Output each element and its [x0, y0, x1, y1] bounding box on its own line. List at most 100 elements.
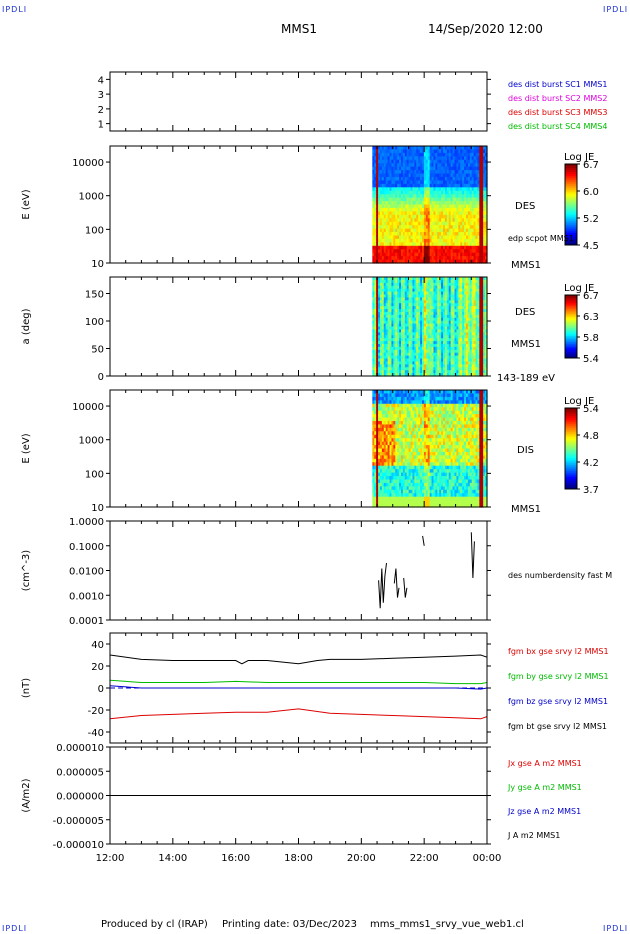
- panel-3-heat-cell: [372, 300, 375, 304]
- panel-2-heat-cell: [404, 187, 408, 192]
- panel-3-heat-cell: [465, 355, 469, 360]
- panel-3-heat-cell: [464, 335, 467, 339]
- panel-3-heat-cell: [429, 297, 433, 301]
- panel-4-heat-cell: [391, 476, 394, 481]
- panel-4-heat-cell: [381, 479, 385, 484]
- panel-2-heat-cell: [389, 197, 393, 202]
- panel-2-heat-cell: [425, 204, 429, 209]
- panel-3-heat-cell: [389, 329, 393, 333]
- panel-3-heat-cell: [399, 346, 402, 351]
- panel-3-heat-cell: [410, 343, 414, 348]
- panel-3-heat-cell: [400, 306, 404, 310]
- panel-2-heat-cell: [444, 214, 448, 219]
- panel-2-heat-cell: [458, 259, 461, 264]
- panel-3-heat-cell: [414, 300, 417, 304]
- panel-3-heat-cell: [385, 291, 389, 296]
- panel-2-heat-cell: [458, 146, 461, 151]
- panel-2-heat-cell: [437, 194, 440, 199]
- panel-3-heat-cell: [460, 346, 463, 351]
- panel-2-heat-cell: [391, 176, 394, 182]
- panel-2-heat-cell: [410, 228, 414, 233]
- panel-3-heat-cell: [483, 317, 486, 322]
- panel-3-heat-cell: [483, 309, 486, 313]
- panel-4-heat-cell: [374, 458, 377, 463]
- panel-2-heat-cell: [452, 218, 456, 223]
- panel-2-heat-cell: [387, 225, 391, 230]
- panel-4-heat-cell: [400, 410, 404, 415]
- panel-2-heat-cell: [418, 146, 421, 151]
- panel-3-heat-cell: [372, 352, 375, 357]
- panel-2-heat-cell: [427, 156, 431, 161]
- panel-2-heat-cell: [443, 221, 446, 226]
- panel-2-heat-cell: [443, 232, 446, 237]
- panel-2-heat-cell: [479, 156, 482, 161]
- panel-3-heat-cell: [454, 320, 458, 325]
- panel-2-heat-cell: [423, 156, 427, 161]
- panel-3-heat-cell: [452, 361, 456, 365]
- panel-4-heat-cell: [402, 427, 406, 432]
- panel-3-heat-cell: [389, 288, 393, 293]
- panel-4-heat-cell: [372, 465, 375, 470]
- panel-2-heat-cell: [452, 256, 456, 261]
- panel-3-heat-cell: [446, 314, 450, 319]
- panel-4-heat-cell: [393, 427, 396, 432]
- panel-2-heat-cell: [423, 225, 427, 230]
- panel-3-heat-cell: [381, 355, 385, 360]
- panel-3-heat-cell: [399, 373, 402, 377]
- panel-2-heat-cell: [418, 194, 421, 199]
- panel-3-heat-cell: [425, 294, 429, 298]
- panel-3-heat-cell: [467, 294, 471, 298]
- panel-2-heat-cell: [477, 190, 480, 195]
- panel-4-heat-cell: [381, 424, 385, 429]
- panel-3-heat-cell: [408, 288, 412, 293]
- panel-4-heat-cell: [395, 496, 398, 501]
- panel-3-heat-cell: [376, 314, 379, 319]
- panel-3-heat-cell: [374, 297, 377, 301]
- panel-3-heat-cell: [477, 338, 480, 342]
- panel-3-heat-cell: [431, 314, 435, 319]
- panel-2-heat-cell: [443, 197, 446, 202]
- panel-4-heat-cell: [374, 455, 377, 460]
- panel-3-heat-cell: [460, 373, 463, 377]
- panel-2-heat-cell: [429, 176, 433, 182]
- panel-3-heat-cell: [381, 297, 385, 301]
- panel-3-heat-cell: [454, 291, 458, 296]
- panel-2-heat-cell: [422, 211, 425, 216]
- panel-2-colorbar-step: [565, 180, 577, 183]
- panel-3-heat-cell: [429, 311, 433, 316]
- panel-2-heat-cell: [385, 249, 389, 254]
- panel-2-heat-cell: [439, 180, 442, 185]
- panel-3-heat-cell: [385, 361, 389, 365]
- panel-2-heat-cell: [433, 214, 436, 219]
- panel-4-heat-cell: [376, 476, 379, 481]
- panel-3-heat-cell: [425, 297, 429, 301]
- panel-3-heat-cell: [479, 291, 482, 296]
- panel-3-heat-cell: [406, 306, 410, 310]
- panel-3-heat-cell: [406, 358, 410, 363]
- panel-4-heat-cell: [404, 431, 408, 436]
- panel-2-heat-cell: [458, 214, 461, 219]
- panel-3-heat-cell: [485, 320, 488, 325]
- panel-2-heat-cell: [454, 207, 458, 212]
- panel-3-heat-cell: [410, 291, 414, 296]
- panel-2-heat-cell: [435, 235, 438, 240]
- panel-2-heat-cell: [400, 170, 404, 175]
- panel-2-heat-cell: [477, 235, 480, 240]
- panel-2-heat-cell: [452, 180, 456, 185]
- panel-3-heat-cell: [441, 335, 444, 339]
- panel-3-heat-cell: [406, 297, 410, 301]
- panel-2-heat-cell: [452, 187, 456, 192]
- panel-3-heat-cell: [429, 277, 433, 281]
- panel-2-heat-cell: [387, 180, 391, 185]
- panel-3-heat-cell: [475, 329, 479, 333]
- panel-3-heat-cell: [437, 277, 440, 281]
- panel-3-heat-cell: [423, 309, 427, 313]
- panel-2-heat-cell: [473, 159, 477, 164]
- panel-3-heat-cell: [460, 349, 463, 354]
- panel-3-heat-cell: [439, 338, 442, 342]
- panel-4-heat-cell: [397, 465, 400, 470]
- panel-3-heat-cell: [379, 346, 383, 351]
- panel-3-heat-cell: [437, 314, 440, 319]
- panel-2-heat-cell: [458, 170, 461, 175]
- panel-3-heat-cell: [458, 323, 461, 328]
